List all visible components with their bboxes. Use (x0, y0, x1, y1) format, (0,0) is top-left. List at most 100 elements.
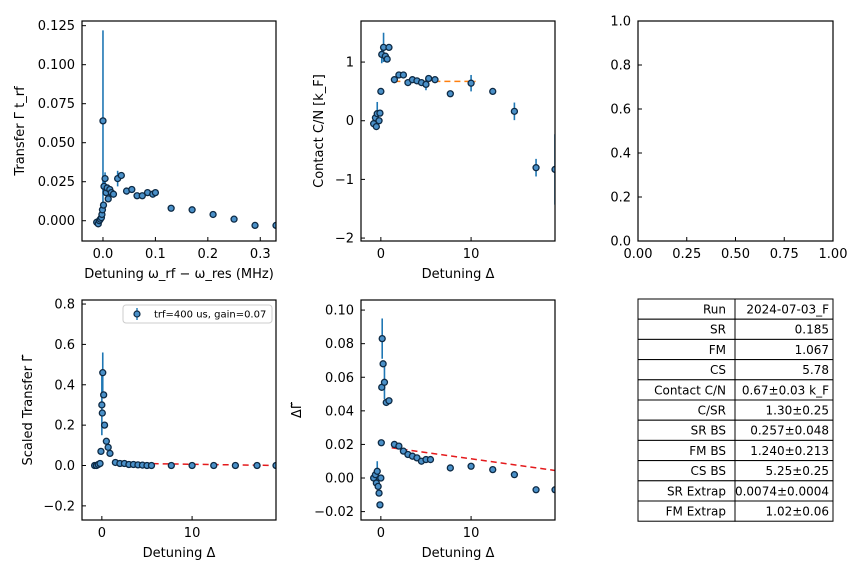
delta-gamma-panel: 0 10 −0.02 0.00 0.02 0.04 0.06 0.08 0.10 Detuning… (290, 299, 556, 561)
legend-label: trf=400 us, gain=0.07 (154, 310, 266, 321)
data-point (510, 107, 519, 115)
table-label: SR BS (691, 424, 726, 438)
data-point (230, 215, 238, 223)
y-tick-label: 0.2 (610, 191, 631, 206)
y-tick-label: 0.050 (38, 136, 75, 151)
y-tick-label: 0.0 (610, 235, 631, 250)
data-point (251, 221, 259, 230)
data-point (379, 360, 387, 368)
y-tick-label: 0.10 (325, 304, 354, 319)
data-point (378, 334, 386, 343)
table-value: 0.257±0.048 (750, 424, 829, 438)
data-layer (90, 352, 276, 470)
y-tick-label: 0.00 (325, 472, 354, 487)
x-tick-label: 0.3 (250, 247, 271, 262)
data-point (551, 165, 555, 174)
table-label: FM Extrap (666, 505, 726, 519)
data-point (102, 437, 111, 445)
y-tick-label: 0.075 (38, 97, 75, 112)
data-point (104, 195, 112, 203)
data-point (109, 190, 118, 198)
x-axis-label: Detuning ω_rf − ω_res (MHz) (84, 267, 274, 282)
x-tick-label: 10 (463, 526, 480, 541)
data-point (532, 486, 540, 494)
data-point (385, 397, 393, 405)
data-point (426, 455, 435, 464)
data-point (377, 474, 385, 482)
data-point (374, 482, 382, 491)
data-point (373, 467, 381, 475)
data-point (489, 87, 497, 96)
x-tick-label: 0.2 (197, 247, 218, 262)
data-point (532, 164, 540, 172)
table-label: Contact C/N (654, 383, 726, 397)
axes-frame (81, 299, 277, 521)
data-point (106, 449, 114, 458)
data-point (446, 90, 454, 98)
data-point (188, 206, 196, 214)
table-value: 1.240±0.213 (750, 444, 829, 458)
table-value: 1.067 (795, 343, 829, 357)
data-point (188, 461, 196, 470)
x-tick-label: 0 (377, 247, 385, 262)
data-point (385, 43, 393, 52)
data-point (467, 79, 475, 87)
legend-box (122, 304, 273, 324)
x-tick-label: 1.00 (819, 247, 848, 262)
axes-frame (360, 20, 556, 242)
y-tick-label: 0.6 (54, 338, 75, 353)
y-tick-label: 0.125 (38, 19, 75, 34)
data-point (128, 185, 136, 194)
table-label: SR (710, 323, 726, 337)
axes-frame (360, 299, 556, 521)
y-tick-label: −0.2 (43, 499, 75, 514)
data-point (100, 391, 108, 399)
y-tick-label: 0.6 (610, 103, 631, 118)
y-tick-label: 0.4 (610, 147, 631, 162)
table-value: 1.02±0.06 (766, 505, 830, 519)
axes-frame (81, 20, 277, 242)
data-point (210, 461, 218, 470)
fit-line (391, 447, 555, 472)
data-point (376, 501, 384, 509)
data-layer (93, 30, 276, 230)
table-value: 0.67±0.03 k_F (742, 383, 829, 397)
legend-marker (133, 310, 141, 318)
y-tick-label: 0.2 (54, 419, 75, 434)
data-point (97, 447, 105, 456)
table-label: FM (709, 343, 726, 357)
table-label: CS BS (691, 464, 726, 478)
table-label: C/SR (698, 404, 726, 418)
data-point (375, 489, 383, 497)
x-axis-label: Detuning Δ (422, 267, 495, 282)
data-point (167, 204, 175, 212)
data-point (272, 221, 276, 230)
table-label: SR Extrap (667, 484, 726, 498)
data-point (551, 486, 555, 494)
y-tick-label: 0 (346, 114, 354, 129)
y-tick-label: 0.4 (54, 378, 75, 393)
y-tick-label: 0.8 (610, 59, 631, 74)
data-point (431, 76, 439, 84)
y-tick-label: 0.0 (54, 459, 75, 474)
y-tick-label: −0.02 (314, 505, 354, 520)
y-tick-label: 0.02 (325, 438, 354, 453)
x-axis-label: Detuning Δ (143, 546, 216, 561)
data-point (167, 461, 175, 470)
data-point (138, 192, 146, 200)
y-tick-label: −1 (335, 173, 354, 188)
y-axis-label: ΔΓ̃ (290, 401, 305, 418)
data-point (98, 401, 106, 409)
data-point (147, 461, 156, 470)
data-point (209, 210, 217, 219)
table-value: 0.0074±0.0004 (735, 484, 829, 498)
x-tick-label: 0.0 (93, 247, 114, 262)
data-point (100, 421, 109, 429)
data-layer (369, 32, 555, 205)
x-tick-label: 0.1 (145, 247, 166, 262)
y-axis-label: Contact C/N [k_F] (312, 74, 327, 188)
data-point (253, 461, 261, 470)
x-tick-label: 10 (463, 247, 480, 262)
data-point (376, 109, 384, 117)
